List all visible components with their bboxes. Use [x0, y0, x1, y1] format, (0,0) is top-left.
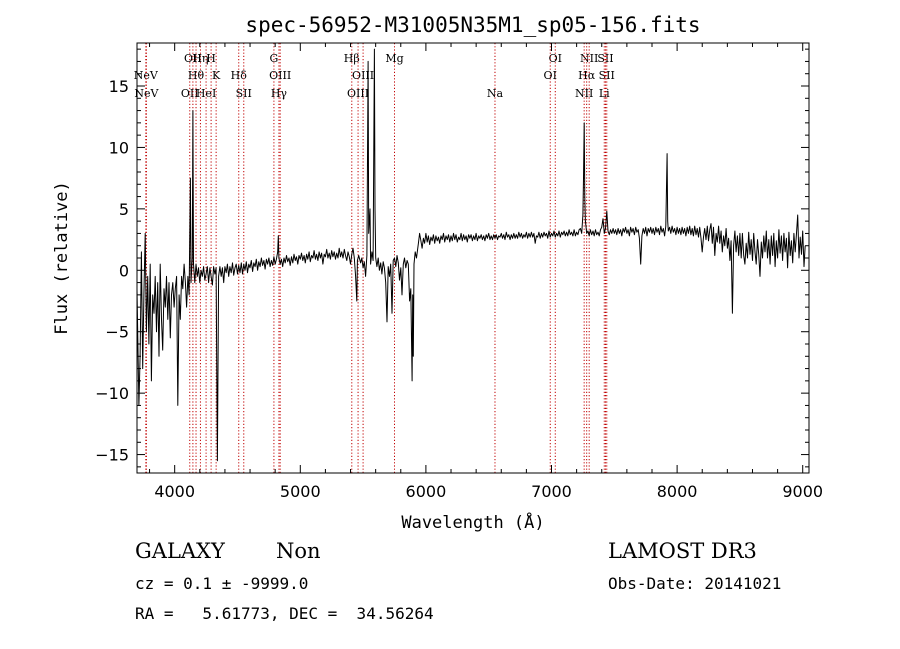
line-marker-label: NII	[575, 87, 593, 100]
x-tick-label: 6000	[406, 482, 447, 501]
coordinates: RA = 5.61773, DEC = 34.56264	[135, 604, 434, 623]
line-marker-label: SII	[599, 69, 615, 82]
observation-date: Obs-Date: 20141021	[608, 574, 782, 593]
line-marker-label: Li	[599, 87, 610, 100]
line-marker-label: G	[270, 52, 279, 65]
line-marker-label: NeV	[134, 87, 159, 100]
y-tick-label: −15	[95, 446, 129, 465]
line-marker-label: SII	[597, 52, 613, 65]
chart-title: spec-56952-M31005N35M1_sp05-156.fits	[245, 13, 700, 37]
line-marker-label: Hθ	[188, 69, 205, 82]
line-marker-label: Hα	[578, 69, 596, 82]
line-marker-label: NII	[580, 52, 598, 65]
y-tick-label: −5	[105, 323, 129, 342]
line-marker-label: OI	[549, 52, 562, 65]
line-marker-label: K	[212, 69, 221, 82]
line-marker-label: H	[206, 52, 216, 65]
spectrum-series	[136, 48, 806, 462]
y-tick-label: 5	[119, 200, 129, 219]
x-axis-label: Wavelength (Å)	[401, 511, 544, 533]
object-subclass: Non	[276, 539, 321, 563]
object-class: GALAXY	[135, 539, 225, 563]
line-marker-label: OII	[181, 87, 199, 100]
y-tick-label: 0	[119, 261, 129, 280]
line-marker-label: SII	[236, 87, 252, 100]
line-marker-label: HeI	[196, 87, 216, 100]
y-axis: −15 −10 −5 0 5 10 15	[95, 48, 809, 468]
plot-frame	[136, 42, 810, 474]
line-marker-label: Mg	[385, 52, 403, 65]
y-tick-label: −10	[95, 384, 129, 403]
redshift-cz: cz = 0.1 ± -9999.0	[135, 574, 309, 593]
line-marker-label: Hδ	[231, 69, 248, 82]
line-marker-label: Hβ	[344, 52, 360, 65]
line-marker-label: OII	[184, 52, 202, 65]
x-axis: 4000 5000 6000 7000 8000 9000	[149, 43, 823, 501]
survey-name: LAMOST DR3	[608, 539, 757, 563]
line-marker-label: OI	[544, 69, 557, 82]
y-tick-label: 10	[109, 138, 129, 157]
line-marker-label: OIII	[352, 69, 374, 82]
x-tick-label: 5000	[280, 482, 321, 501]
spectrum-line	[136, 48, 806, 462]
x-tick-label: 4000	[154, 482, 195, 501]
line-marker-label: OIII	[269, 69, 291, 82]
line-marker-label: Hη	[192, 52, 208, 65]
y-axis-label: Flux (relative)	[52, 181, 72, 335]
x-tick-label: 8000	[657, 482, 698, 501]
line-marker-label: Na	[487, 87, 504, 100]
y-tick-label: 15	[109, 77, 129, 96]
line-marker-label: Hγ	[271, 87, 288, 100]
line-marker-label: OIII	[347, 87, 369, 100]
spectrum-chart: spec-56952-M31005N35M1_sp05-156.fits NeV…	[52, 13, 823, 533]
x-tick-label: 9000	[782, 482, 823, 501]
x-tick-label: 7000	[531, 482, 572, 501]
